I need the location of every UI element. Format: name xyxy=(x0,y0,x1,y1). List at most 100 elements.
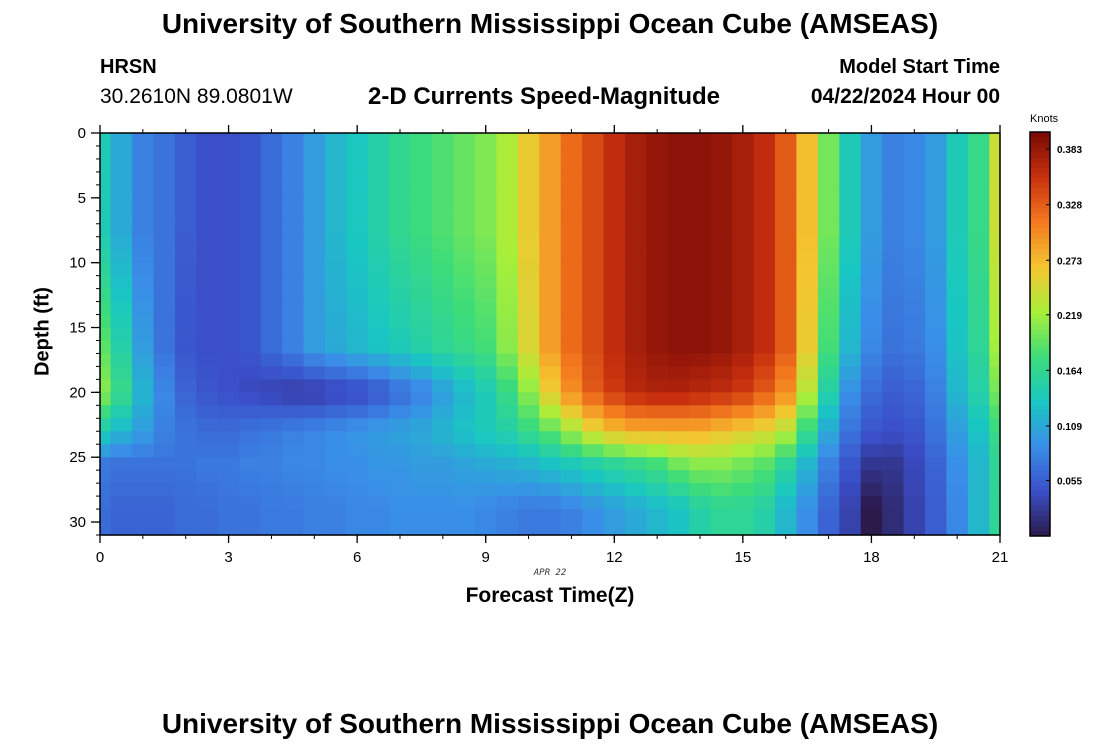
heatmap-cell xyxy=(603,444,626,458)
heatmap-cell xyxy=(260,197,283,212)
heatmap-cell xyxy=(325,158,348,173)
heatmap-cell xyxy=(732,197,755,212)
heatmap-cell xyxy=(967,522,990,536)
heatmap-cell xyxy=(839,184,862,199)
heatmap-cell xyxy=(100,509,112,523)
heatmap-cell xyxy=(646,223,669,238)
heatmap-cell xyxy=(346,210,369,225)
heatmap-cell xyxy=(925,444,948,458)
colorbar-frame xyxy=(1029,131,1051,537)
heatmap-cell xyxy=(367,197,390,212)
heatmap-cell xyxy=(603,133,626,147)
heatmap-cell xyxy=(689,379,712,393)
heatmap-cell xyxy=(775,496,798,510)
heatmap-cell xyxy=(732,275,755,290)
heatmap-cell xyxy=(100,314,112,329)
heatmap-cell xyxy=(517,392,540,406)
heatmap-cell xyxy=(946,223,969,238)
heatmap-cell xyxy=(882,145,905,160)
heatmap-cell xyxy=(496,418,519,432)
heatmap-cell xyxy=(196,496,219,510)
colorbar-segment xyxy=(1030,323,1050,330)
heatmap-cell xyxy=(517,275,540,290)
heatmap-cell xyxy=(110,197,133,212)
heatmap-cell xyxy=(689,470,712,484)
heatmap-cell xyxy=(100,457,112,471)
heatmap-cell xyxy=(625,483,648,497)
heatmap-cell xyxy=(967,483,990,497)
heatmap-cell xyxy=(775,158,798,173)
heatmap-cell xyxy=(239,327,262,342)
heatmap-cell xyxy=(667,145,690,160)
heatmap-cell xyxy=(817,301,840,316)
heatmap-cell xyxy=(260,431,283,445)
heatmap-cell xyxy=(667,457,690,471)
colorbar-segment xyxy=(1030,283,1050,290)
heatmap-cell xyxy=(646,353,669,368)
heatmap-cell xyxy=(753,353,776,368)
heatmap-cell xyxy=(100,444,112,458)
heatmap-cell xyxy=(689,314,712,329)
heatmap-cell xyxy=(153,223,176,238)
heatmap-cell xyxy=(710,262,733,277)
colorbar-segment xyxy=(1030,510,1050,517)
heatmap-cell xyxy=(132,522,155,536)
heatmap-cell xyxy=(710,158,733,173)
heatmap-cell xyxy=(560,470,583,484)
heatmap-cell xyxy=(989,470,1001,484)
heatmap-cell xyxy=(882,431,905,445)
colorbar-segment xyxy=(1030,465,1050,471)
heatmap-cell xyxy=(689,301,712,316)
heatmap-cell xyxy=(196,210,219,225)
heatmap-cell xyxy=(496,262,519,277)
heatmap-cell xyxy=(667,379,690,393)
colorbar-segment xyxy=(1030,318,1050,325)
heatmap-cell xyxy=(753,236,776,251)
heatmap-cell xyxy=(925,210,948,225)
heatmap-cell xyxy=(796,457,819,471)
date-annotation: APR 22 xyxy=(533,568,567,578)
heatmap-cell xyxy=(946,418,969,432)
heatmap-cell xyxy=(410,340,433,355)
heatmap-cell xyxy=(410,288,433,303)
heatmap-cell xyxy=(282,470,305,484)
heatmap-cell xyxy=(732,418,755,432)
heatmap-cell xyxy=(989,223,1001,238)
heatmap-cell xyxy=(860,133,883,147)
heatmap-cell xyxy=(839,509,862,523)
heatmap-cell xyxy=(346,197,369,212)
heatmap-cell xyxy=(582,418,605,432)
heatmap-cell xyxy=(367,522,390,536)
heatmap-cell xyxy=(925,379,948,393)
colorbar-tick-label: 0.219 xyxy=(1057,311,1082,322)
heatmap-cell xyxy=(100,145,112,160)
heatmap-cell xyxy=(260,327,283,342)
heatmap-cell xyxy=(560,301,583,316)
colorbar-tick-label: 0.273 xyxy=(1057,256,1082,267)
heatmap-cell xyxy=(153,366,176,380)
heatmap-cell xyxy=(282,210,305,225)
heatmap-cell xyxy=(839,210,862,225)
heatmap-cell xyxy=(367,353,390,368)
heatmap-cell xyxy=(689,418,712,432)
heatmap-cell xyxy=(860,184,883,199)
chart-subtitle: 2-D Currents Speed-Magnitude xyxy=(368,83,721,110)
heatmap-cell xyxy=(110,405,133,419)
colorbar-segment xyxy=(1030,268,1050,274)
y-tick-label: 10 xyxy=(69,255,86,272)
x-tick-label: 18 xyxy=(863,549,880,566)
heatmap-cell xyxy=(453,457,476,471)
heatmap-cell xyxy=(539,236,562,251)
heatmap-cell xyxy=(817,275,840,290)
heatmap-cell xyxy=(625,366,648,380)
heatmap-cell xyxy=(560,483,583,497)
colorbar-segment xyxy=(1030,515,1050,522)
heatmap-cell xyxy=(839,262,862,277)
heatmap-cell xyxy=(196,509,219,523)
heatmap-cell xyxy=(132,145,155,160)
heatmap-cell xyxy=(432,158,455,173)
heatmap-cell xyxy=(539,171,562,186)
heatmap-cell xyxy=(839,288,862,303)
heatmap-cell xyxy=(432,483,455,497)
heatmap-cell xyxy=(282,197,305,212)
